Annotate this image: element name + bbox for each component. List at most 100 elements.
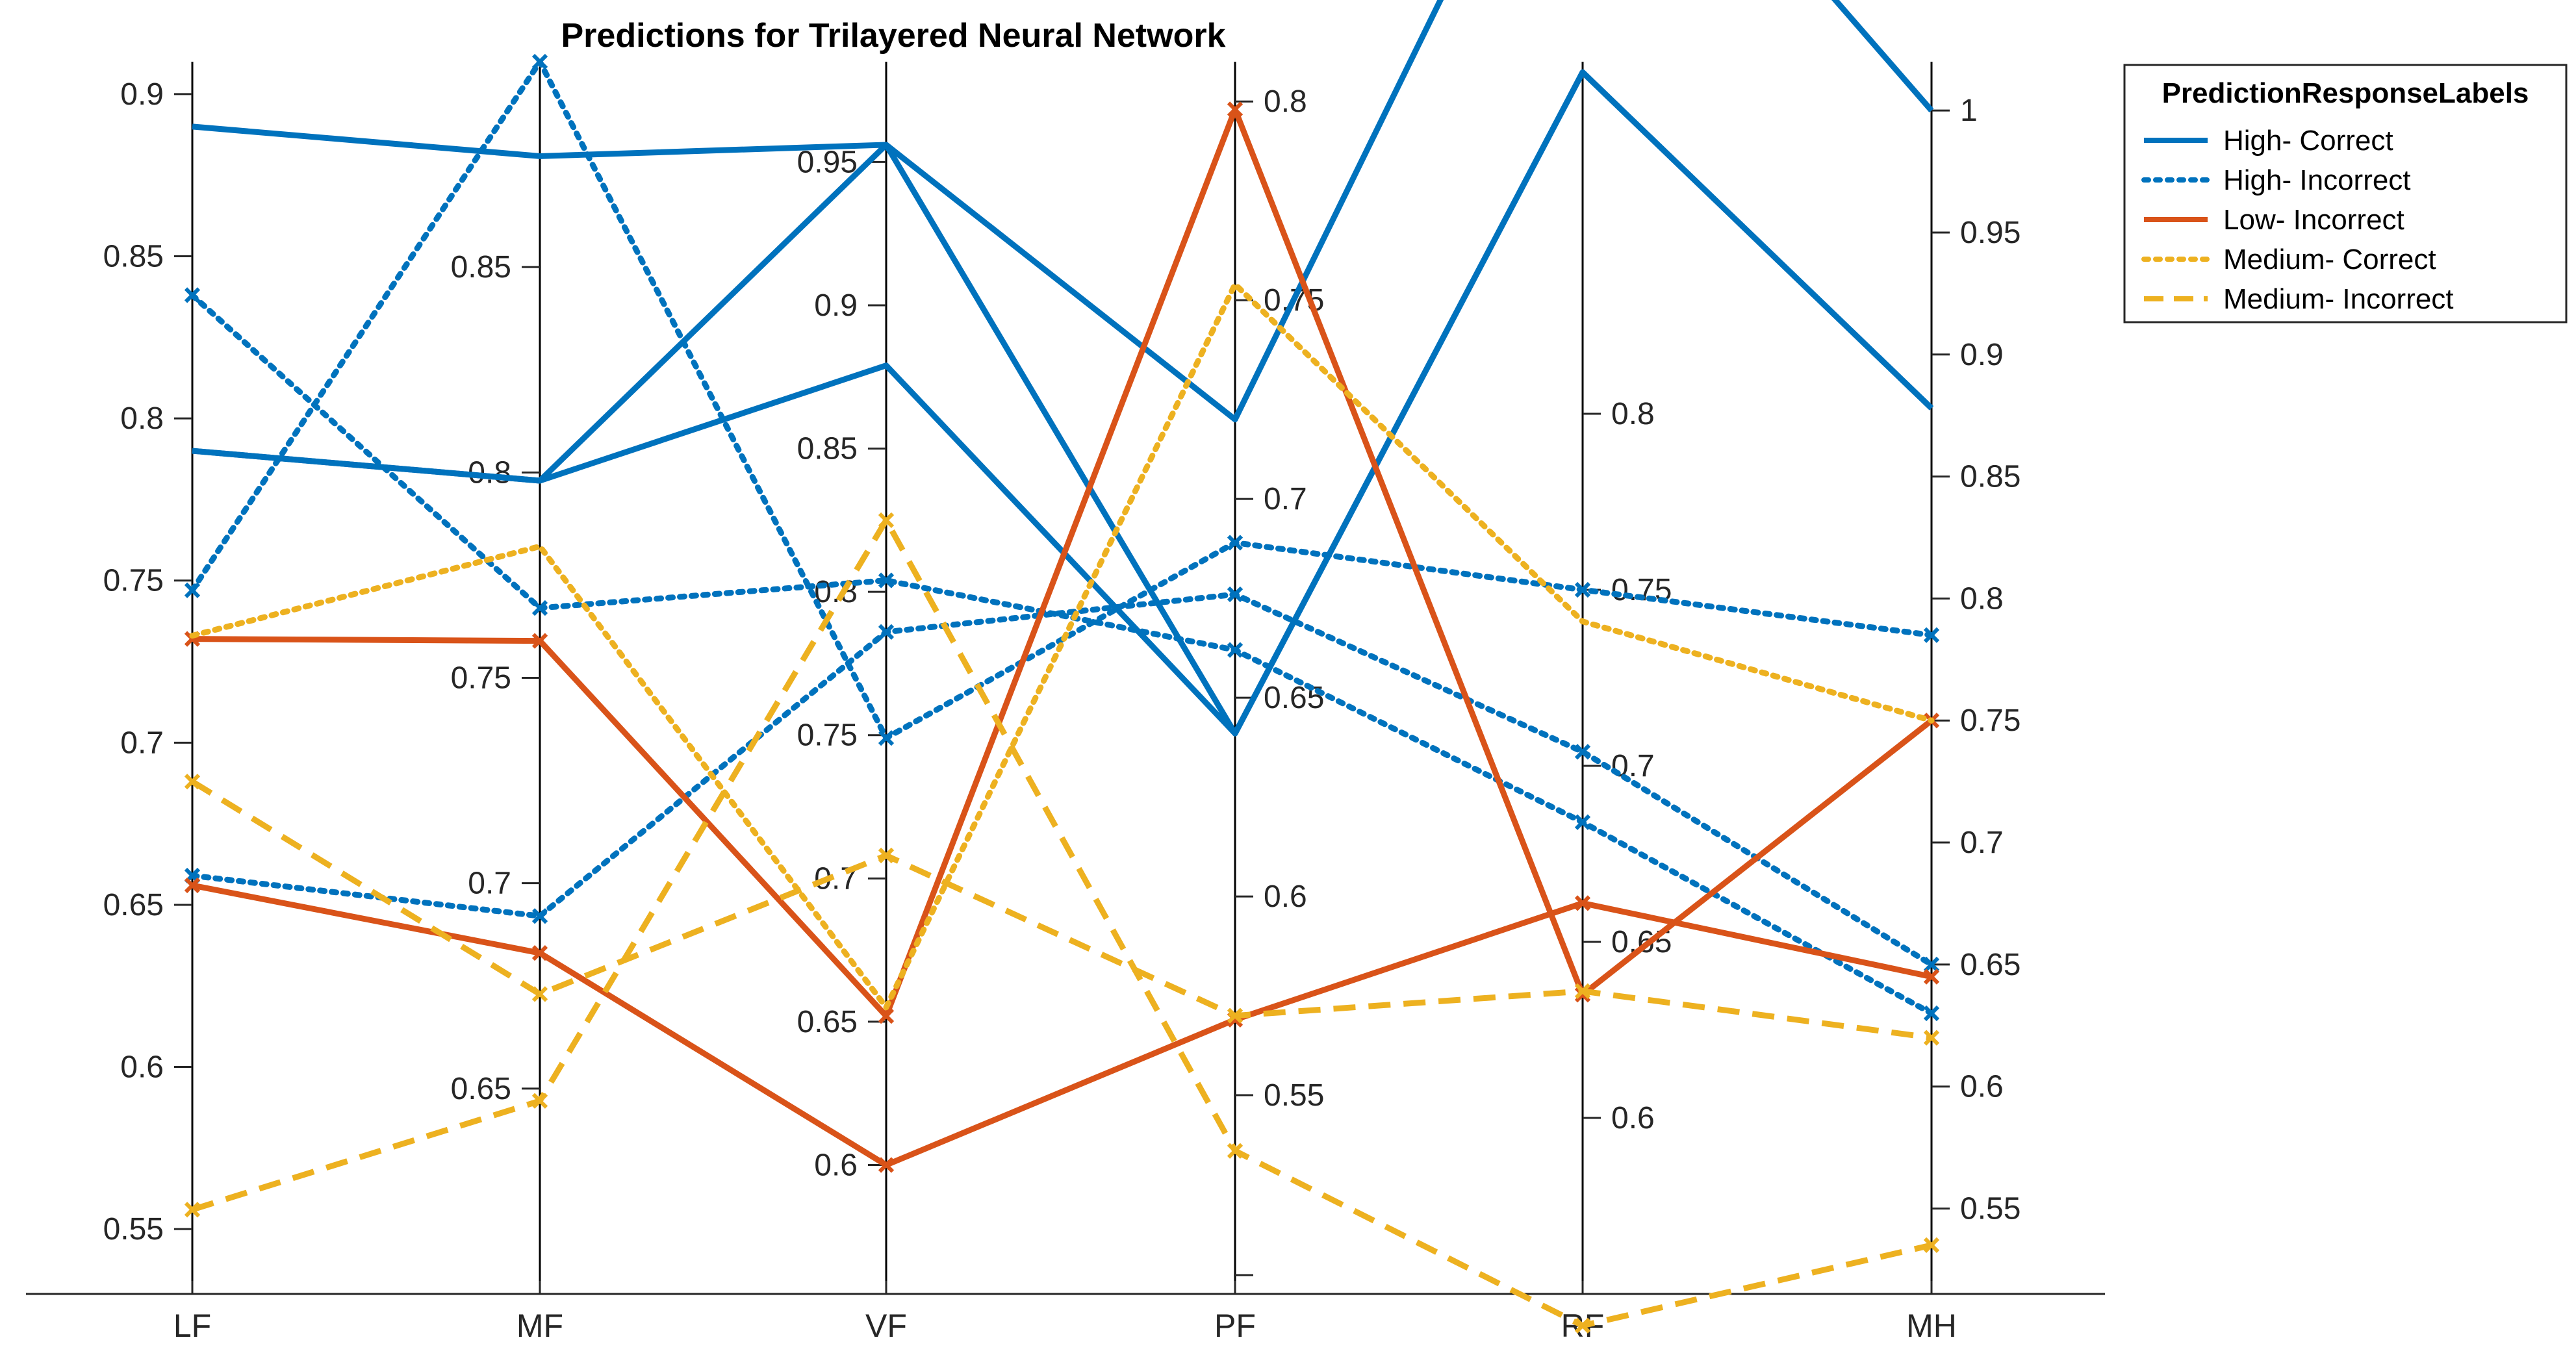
data-point-pf [1227, 1143, 1243, 1159]
tick-label: 0.6 [1960, 1070, 2004, 1104]
tick-label: 0.55 [1264, 1078, 1324, 1113]
tick-label: 0.8 [1960, 581, 2004, 616]
tick-label: 0.95 [1960, 216, 2021, 250]
data-point-lf [184, 1202, 201, 1218]
data-point-vf [878, 1007, 895, 1024]
tick-label: 0.75 [1960, 703, 2021, 738]
series-low-incorrect-7 [184, 877, 1940, 1173]
legend-entry: Medium- Incorrect [2144, 283, 2454, 315]
data-point-pf [1227, 1007, 1243, 1024]
tick-label: 0.65 [103, 888, 164, 922]
data-point-mh [1923, 627, 1940, 643]
series-line [192, 0, 1934, 423]
data-point-rf [1574, 581, 1591, 598]
tick-label: 0.55 [1960, 1192, 2021, 1226]
series-line [192, 69, 1934, 737]
data-point-mf [531, 986, 548, 1002]
legend-label: Medium- Correct [2223, 244, 2436, 275]
legend-entry: Medium- Correct [2141, 244, 2436, 275]
legend-label: Low- Incorrect [2223, 204, 2404, 236]
data-point-rf [1574, 895, 1591, 911]
tick-label: 0.6 [1264, 880, 1307, 914]
data-point-vf [878, 512, 895, 528]
data-point-mf [531, 908, 548, 924]
axis-pf: 0.550.60.650.70.750.8PF [1214, 62, 1324, 1344]
data-point-vf [878, 1157, 895, 1173]
data-point-mh [1923, 1237, 1940, 1253]
tick-label: 0.65 [451, 1072, 511, 1106]
series-high-correct-1 [192, 69, 1934, 737]
series-line [189, 591, 1935, 968]
axes-layer: 0.55 0.6 0.65 0.7 0.75 0.8 0.85 0.9 LF 0.65 0.7 0.7… [26, 62, 2105, 1344]
series-line [192, 882, 1932, 1168]
data-point-rf [1574, 814, 1591, 830]
series-medium-incorrect-10 [184, 512, 1940, 1334]
series-line [190, 779, 1932, 1041]
tick-label: 0.7 [1960, 826, 2004, 860]
data-point-mh [1923, 956, 1940, 973]
tick-label: 0.6 [814, 1148, 858, 1182]
legend-box [2123, 64, 2568, 323]
series-medium-correct-8 [189, 281, 1935, 1011]
tick-label: 0.85 [1960, 460, 2021, 494]
data-point-mh [1923, 1030, 1940, 1046]
tick-label: 0.9 [814, 288, 858, 323]
data-point-mf [531, 1093, 548, 1109]
data-point-vf [878, 847, 895, 864]
tick-label: 0.55 [103, 1212, 164, 1247]
data-point-rf [1574, 744, 1591, 760]
tick-label: 0.85 [797, 432, 858, 466]
data-point-mh [1923, 1005, 1940, 1022]
category-label: LF [173, 1308, 211, 1344]
legend-entry: High- Correct [2144, 125, 2393, 157]
tick-label: 0.9 [1960, 338, 2004, 372]
data-point-vf [878, 624, 895, 640]
series-line [189, 58, 1935, 741]
legend-label: High- Incorrect [2223, 164, 2411, 196]
category-label: MF [516, 1308, 563, 1344]
tick-label: 0.6 [120, 1050, 164, 1085]
tick-label: 0.65 [797, 1005, 858, 1039]
series-medium-incorrect-9 [184, 774, 1940, 1046]
tick-label: 0.75 [103, 564, 164, 598]
data-point-lf [184, 287, 201, 303]
series-high-incorrect-4 [184, 53, 1940, 746]
axis-lf: 0.55 0.6 0.65 0.7 0.75 0.8 0.85 0.9 LF [103, 62, 211, 1344]
tick-label: 0.7 [120, 726, 164, 760]
series-high-incorrect-5 [184, 586, 1940, 973]
data-point-vf [878, 730, 895, 746]
series-layer [184, 0, 1940, 1334]
tick-label: 0.85 [103, 240, 164, 274]
data-point-lf [184, 582, 201, 598]
tick-label: 0.65 [1960, 948, 2021, 982]
data-point-mf [531, 53, 548, 70]
data-point-pf [1227, 642, 1243, 658]
legend-entry: High- Incorrect [2141, 164, 2411, 196]
tick-label: 0.65 [1264, 681, 1324, 715]
axis-mh: 0.55 0.6 0.65 0.7 0.75 0.8 0.85 0.9 0.95 1 MH [1906, 62, 2021, 1344]
tick-label: 0.8 [1264, 84, 1307, 119]
legend-title: PredictionResponseLabels [2162, 77, 2529, 109]
chart-title: Predictions for Trilayered Neural Networ… [561, 17, 1226, 55]
data-point-mf [531, 633, 548, 649]
tick-label: 0.8 [814, 575, 858, 609]
data-point-pf [1227, 586, 1243, 603]
series-low-incorrect-6 [184, 101, 1940, 1024]
tick-label: 0.75 [797, 718, 858, 753]
category-label: PF [1214, 1308, 1256, 1344]
data-point-mf [531, 945, 548, 961]
tick-label: 0.7 [1264, 482, 1307, 516]
data-point-rf [1574, 983, 1591, 1000]
tick-label: 0.75 [451, 661, 511, 696]
tick-label: 1 [1960, 94, 1978, 128]
tick-label: 0.9 [120, 77, 164, 112]
series-line [192, 69, 1934, 737]
legend-entry: Low- Incorrect [2144, 204, 2404, 236]
data-point-pf [1227, 101, 1243, 118]
data-point-rf [1574, 1317, 1591, 1334]
category-label: VF [865, 1308, 907, 1344]
category-label: MH [1906, 1308, 1957, 1344]
